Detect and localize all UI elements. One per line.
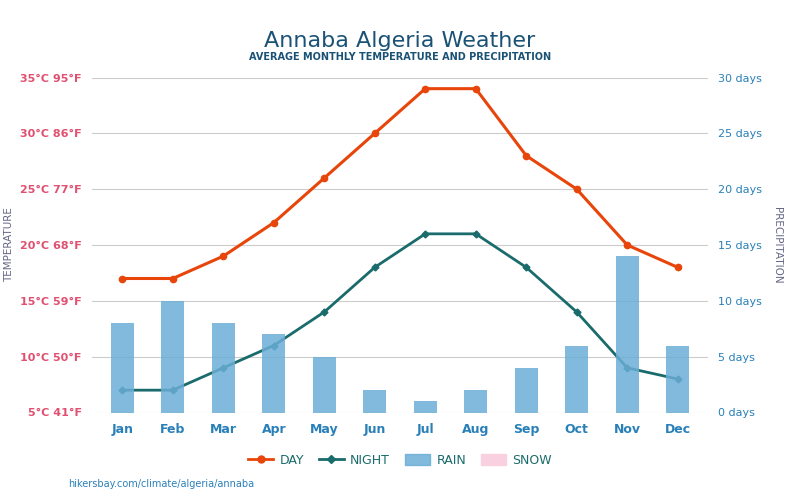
NIGHT [319, 309, 329, 315]
DAY [572, 186, 582, 192]
Line: NIGHT: NIGHT [120, 232, 680, 392]
DAY [118, 276, 127, 281]
DAY [522, 152, 531, 158]
Bar [616, 256, 638, 412]
DAY [471, 86, 481, 91]
DAY [319, 175, 329, 181]
Text: hikersbay.com/climate/algeria/annaba: hikersbay.com/climate/algeria/annaba [68, 479, 254, 489]
Title: Annaba Algeria Weather: Annaba Algeria Weather [264, 31, 536, 51]
Bar [414, 402, 437, 412]
Bar [566, 346, 588, 412]
Y-axis label: PRECIPITATION: PRECIPITATION [772, 206, 782, 284]
Bar [212, 323, 234, 412]
DAY [168, 276, 178, 281]
NIGHT [421, 231, 430, 237]
Bar [666, 346, 689, 412]
NIGHT [118, 387, 127, 393]
Bar [515, 368, 538, 412]
DAY [421, 86, 430, 91]
DAY [269, 220, 278, 226]
Bar [464, 390, 487, 412]
NIGHT [622, 365, 632, 371]
Bar [363, 390, 386, 412]
NIGHT [218, 365, 228, 371]
NIGHT [269, 342, 278, 348]
Text: AVERAGE MONTHLY TEMPERATURE AND PRECIPITATION: AVERAGE MONTHLY TEMPERATURE AND PRECIPIT… [249, 52, 551, 62]
NIGHT [471, 231, 481, 237]
NIGHT [522, 264, 531, 270]
DAY [218, 253, 228, 259]
Bar [313, 356, 336, 412]
Line: DAY: DAY [119, 86, 681, 281]
Bar [162, 301, 184, 412]
Legend: DAY, NIGHT, RAIN, SNOW: DAY, NIGHT, RAIN, SNOW [243, 448, 557, 471]
NIGHT [673, 376, 682, 382]
NIGHT [168, 387, 178, 393]
NIGHT [572, 309, 582, 315]
Y-axis label: TEMPERATURE: TEMPERATURE [4, 208, 14, 282]
Bar [111, 323, 134, 412]
NIGHT [370, 264, 379, 270]
Bar [262, 334, 285, 412]
DAY [370, 130, 379, 136]
DAY [622, 242, 632, 248]
DAY [673, 264, 682, 270]
